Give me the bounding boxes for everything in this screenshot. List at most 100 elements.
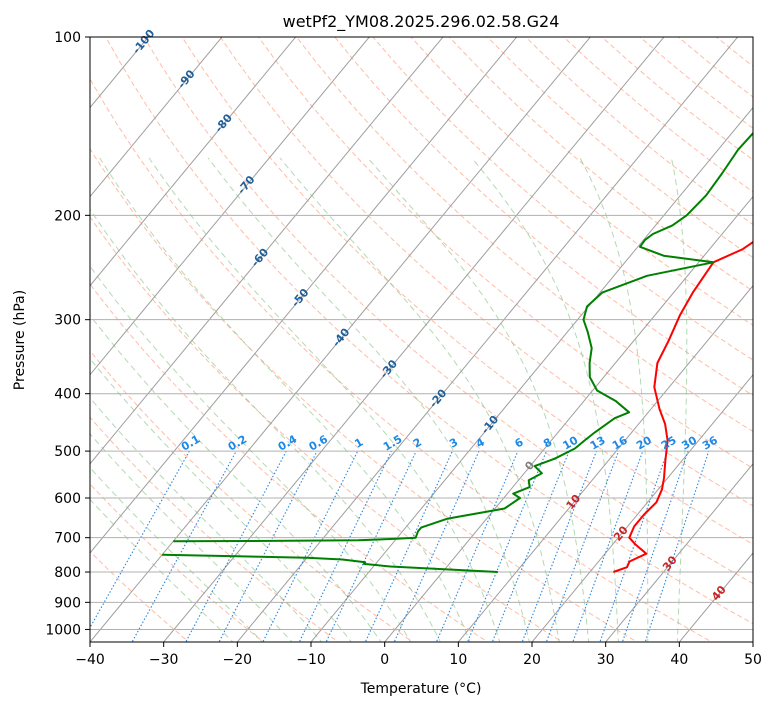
dry-adiabat: [487, 37, 753, 259]
isotherm: [384, 195, 753, 642]
moist-adiabat: [207, 157, 530, 642]
moist-adiabat: [90, 314, 382, 642]
moist-adiabat: [90, 265, 412, 642]
isotherm: [310, 106, 753, 642]
isotherm: [0, 24, 12, 645]
mixing-ratio-line: [545, 450, 620, 642]
x-tick-label: 0: [380, 652, 389, 668]
x-tick-label: 20: [523, 652, 541, 668]
y-tick-label: 200: [54, 208, 81, 224]
mixing-ratio-label: 10: [560, 433, 580, 452]
dry-adiabat: [372, 37, 753, 361]
isotherm: [90, 37, 518, 554]
isotherm: [605, 463, 753, 642]
dry-adiabat: [715, 37, 753, 67]
mixing-ratio-label: 20: [634, 433, 654, 452]
mixing-ratio-line: [644, 450, 710, 642]
dry-adiabat: [105, 37, 753, 625]
x-tick-label: 30: [597, 652, 615, 668]
x-axis-label: Temperature (°C): [360, 681, 482, 697]
isotherm: [531, 373, 753, 642]
background-lines: [0, 24, 753, 645]
dry-adiabat: [410, 37, 753, 326]
moist-adiabat: [471, 157, 619, 642]
mixing-ratio-line: [218, 450, 318, 642]
x-tick-label: 50: [744, 652, 762, 668]
mixing-ratio-line: [521, 450, 597, 642]
dry-adiabat: [143, 37, 753, 585]
y-tick-label: 400: [54, 387, 81, 403]
mixing-ratio-label: 4: [474, 435, 487, 450]
pressure-gridlines: [90, 37, 753, 630]
mixing-ratio-line: [621, 450, 689, 642]
mixing-ratio-line: [364, 450, 453, 642]
dry-adiabat: [334, 37, 753, 396]
isotherm: [163, 37, 665, 642]
y-tick-label: 900: [54, 595, 81, 611]
mixing-ratio-line: [599, 450, 669, 642]
mixing-ratio-line: [90, 450, 190, 629]
isotherm: [90, 37, 370, 376]
line-labels: -100-90-80-70-60-50-40-30-20-10010203040…: [130, 27, 729, 604]
y-tick-label: 700: [54, 531, 81, 547]
dry-adiabat: [601, 37, 753, 161]
x-tick-label: 40: [670, 652, 688, 668]
moist-adiabat: [579, 157, 649, 642]
isotherm: [90, 37, 444, 465]
isotherm: [90, 37, 297, 287]
moist-adiabat: [90, 466, 264, 642]
mixing-ratio-label: 1.5: [381, 433, 404, 454]
y-axis-label: Pressure (hPa): [12, 290, 28, 390]
mixing-ratio-line: [185, 450, 287, 642]
mixing-ratio-label: 0.6: [307, 432, 331, 453]
isotherm: [457, 284, 753, 642]
mixing-ratio-line: [466, 450, 547, 642]
mixing-ratio-label: 2: [411, 436, 424, 451]
dry-adiabat: [90, 77, 713, 642]
temperature-line: [613, 240, 753, 573]
y-axis-ticks: 100 200 300 400 500 600 700 800 900 1000: [45, 30, 90, 638]
moist-adiabat: [90, 208, 441, 642]
x-tick-label: −30: [149, 652, 179, 668]
mixing-ratio-line: [298, 450, 392, 642]
y-tick-label: 800: [54, 565, 81, 581]
y-tick-label: 500: [54, 444, 81, 460]
dewpoint-line: [173, 131, 753, 543]
y-tick-label: 1000: [45, 622, 81, 638]
dewpoint-line: [162, 553, 498, 573]
moist-adiabat: [670, 157, 688, 642]
moist-adiabat: [90, 498, 234, 642]
y-tick-label: 600: [54, 491, 81, 507]
dry-adiabat: [181, 37, 753, 545]
isotherm: [90, 37, 223, 198]
dry-adiabat: [296, 37, 753, 433]
x-tick-label: −20: [223, 652, 253, 668]
mixing-ratio-line: [325, 450, 417, 642]
plot-frame: [89, 36, 754, 643]
isotherm: [752, 641, 753, 642]
isotherm: [678, 552, 753, 642]
mixing-ratio-line: [435, 450, 519, 642]
moist-adiabat: [90, 433, 293, 642]
mixing-ratio-label: 36: [700, 433, 720, 452]
data-lines: [162, 131, 753, 573]
x-tick-label: 10: [449, 652, 467, 668]
moist-adiabat: [148, 157, 501, 642]
dry-adiabat: [677, 37, 753, 98]
mixing-ratio-label: 16: [610, 433, 630, 452]
mixing-ratio-label: 6: [513, 435, 526, 450]
mixing-ratio-line: [572, 450, 644, 642]
dry-adiabat: [90, 416, 340, 642]
chart-title: wetPf2_YM08.2025.296.02.58.G24: [283, 12, 560, 32]
moist-adiabat: [367, 157, 590, 642]
dry-adiabat: [448, 37, 753, 292]
mixing-ratio-label: 0.1: [179, 433, 202, 454]
moist-adiabat: [90, 397, 323, 642]
dry-adiabat: [90, 216, 564, 642]
mixing-ratio-label: 30: [679, 433, 699, 452]
x-tick-label: −40: [75, 652, 105, 668]
dry-adiabat: [219, 37, 753, 507]
moist-adiabat: [90, 357, 352, 642]
mixing-ratio-label: 0.2: [226, 433, 249, 454]
